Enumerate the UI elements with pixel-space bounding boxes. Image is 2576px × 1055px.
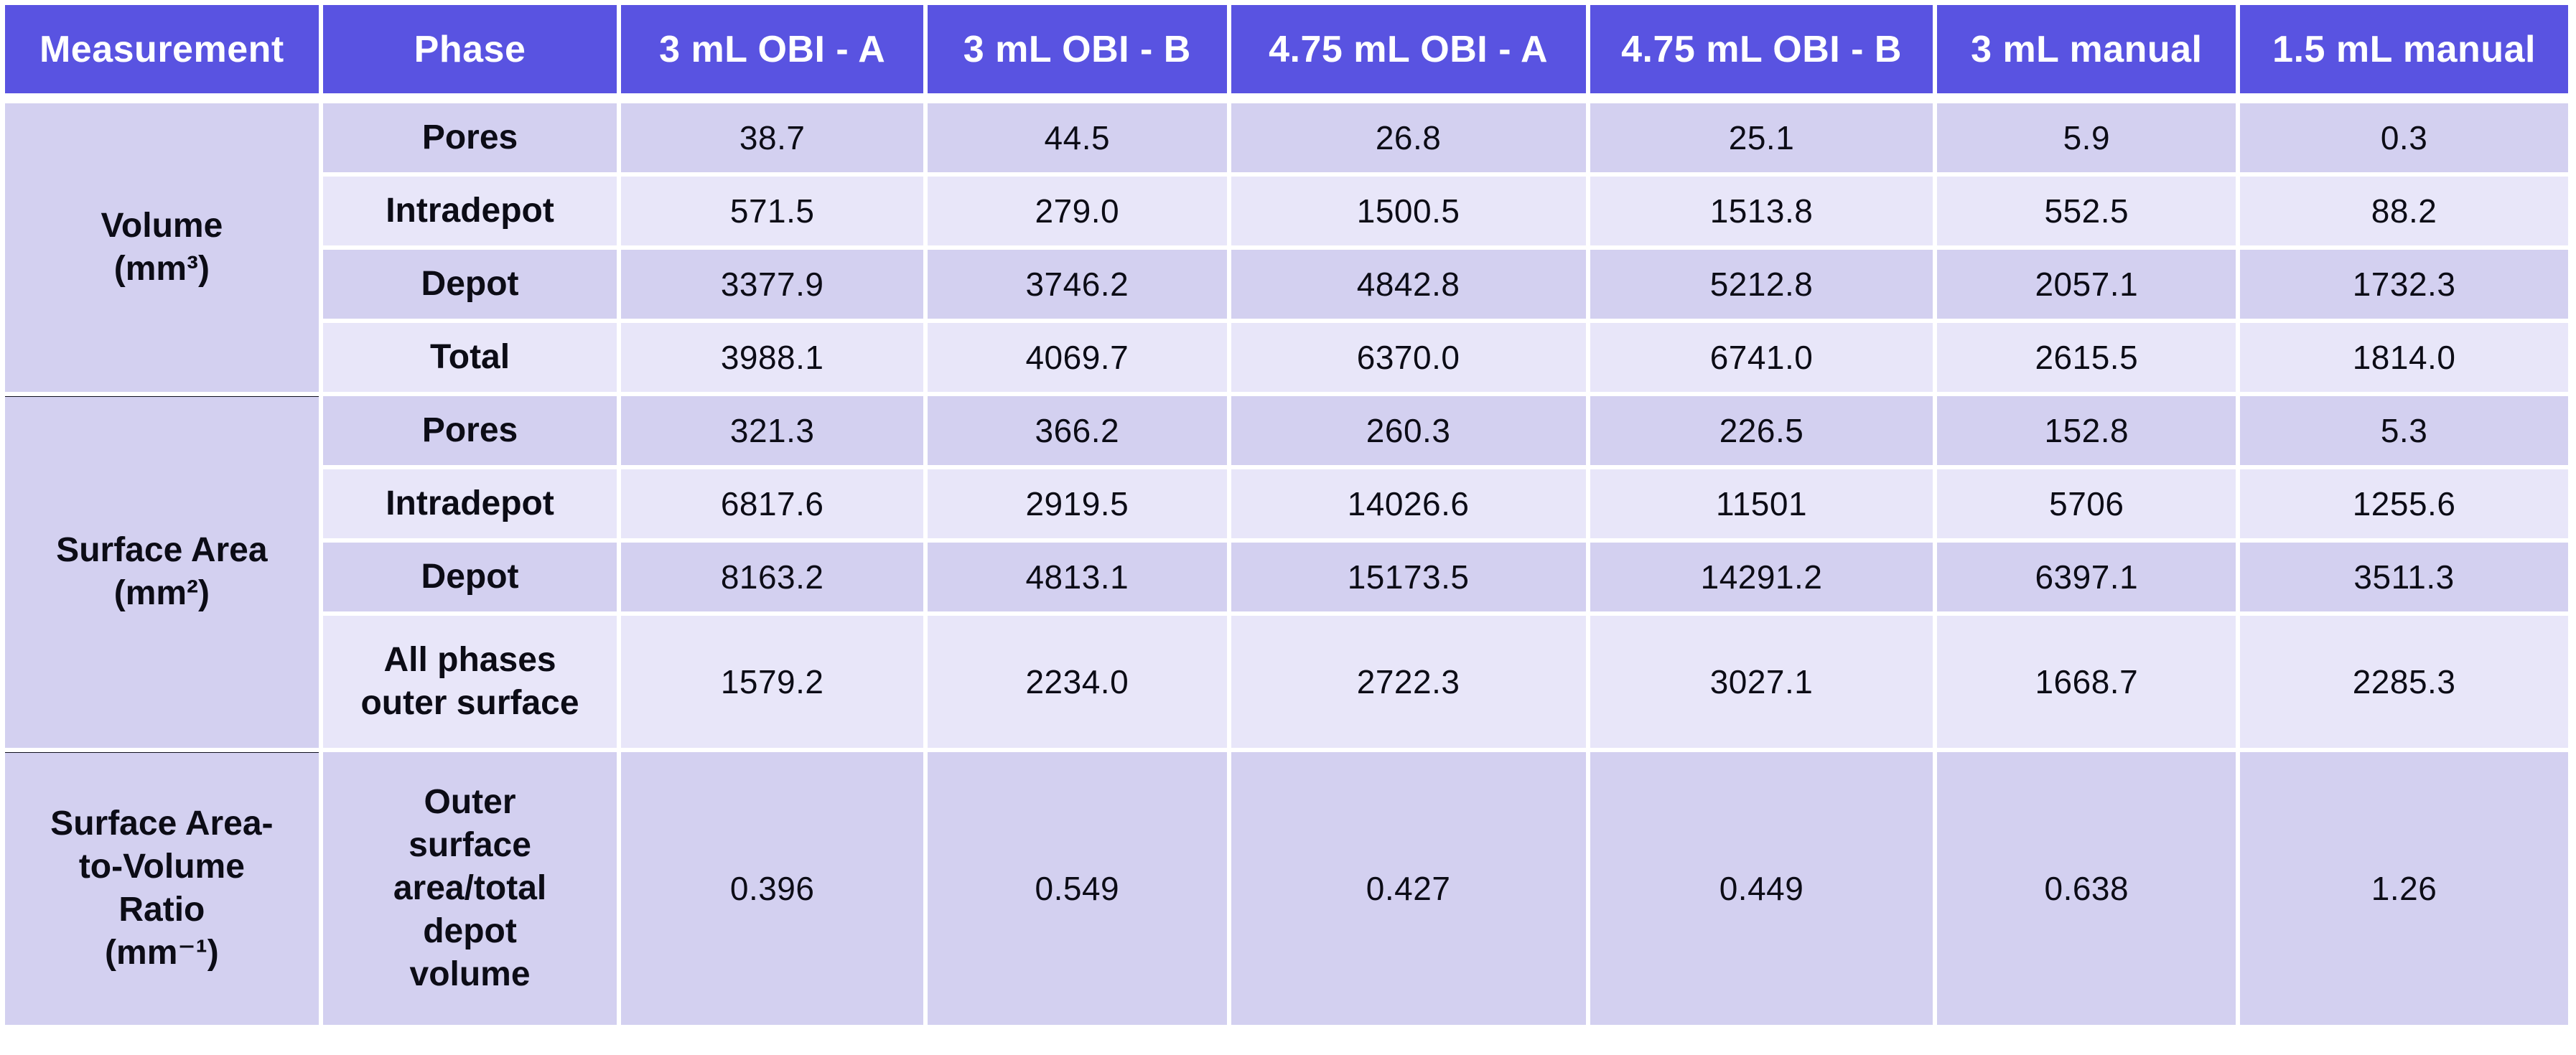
value-cell: 2919.5 [928, 469, 1227, 538]
value-cell: 2057.1 [1937, 250, 2236, 319]
value-cell: 6397.1 [1937, 543, 2236, 611]
phase-label-depot: Depot [322, 250, 617, 319]
value-cell: 25.1 [1590, 103, 1933, 172]
value-cell: 1668.7 [1937, 616, 2236, 748]
group-label-surface-area: Surface Area (mm²) [5, 396, 319, 748]
value-cell: 279.0 [928, 177, 1227, 245]
col-header-3ml-obi-a: 3 mL OBI - A [621, 5, 923, 99]
table-row: Intradepot 6817.6 2919.5 14026.6 11501 5… [5, 469, 2568, 538]
table-row: Volume (mm³) Pores 38.7 44.5 26.8 25.1 5… [5, 103, 2568, 392]
value-cell: 38.7 [621, 103, 923, 172]
value-cell: 2234.0 [928, 616, 1227, 748]
value-cell: 5.3 [2240, 396, 2568, 465]
value-cell: 1579.2 [621, 616, 923, 748]
value-cell: 0.3 [2240, 103, 2568, 172]
value-cell: 1255.6 [2240, 469, 2568, 538]
col-header-15ml-manual: 1.5 mL manual [2240, 5, 2568, 99]
value-cell: 6370.0 [1231, 323, 1586, 392]
value-cell: 321.3 [621, 396, 923, 465]
col-header-475ml-obi-a: 4.75 mL OBI - A [1231, 5, 1586, 99]
col-header-phase: Phase [322, 5, 617, 99]
value-cell: 4813.1 [928, 543, 1227, 611]
group-label-sa-to-volume-ratio: Surface Area- to-Volume Ratio (mm⁻¹) [5, 752, 319, 1025]
phase-label-intradepot: Intradepot [322, 469, 617, 538]
phase-label-intradepot: Intradepot [322, 177, 617, 245]
value-cell: 1.26 [2240, 752, 2568, 1025]
value-cell: 3988.1 [621, 323, 923, 392]
value-cell: 0.449 [1590, 752, 1933, 1025]
value-cell: 14291.2 [1590, 543, 1933, 611]
value-cell: 15173.5 [1231, 543, 1586, 611]
col-header-3ml-obi-b: 3 mL OBI - B [928, 5, 1227, 99]
value-cell: 0.396 [621, 752, 923, 1025]
value-cell: 0.427 [1231, 752, 1586, 1025]
table-row: Depot 3377.9 3746.2 4842.8 5212.8 2057.1… [5, 250, 2568, 319]
value-cell: 3027.1 [1590, 616, 1933, 748]
value-cell: 44.5 [928, 103, 1227, 172]
value-cell: 8163.2 [621, 543, 923, 611]
value-cell: 3746.2 [928, 250, 1227, 319]
value-cell: 4842.8 [1231, 250, 1586, 319]
value-cell: 571.5 [621, 177, 923, 245]
table-row: Surface Area (mm²) Pores 321.3 366.2 260… [5, 396, 2568, 748]
phase-label-total: Total [322, 323, 617, 392]
value-cell: 152.8 [1937, 396, 2236, 465]
value-cell: 552.5 [1937, 177, 2236, 245]
value-cell: 226.5 [1590, 396, 1933, 465]
value-cell: 0.549 [928, 752, 1227, 1025]
table-row: Surface Area- to-Volume Ratio (mm⁻¹) Out… [5, 752, 2568, 1025]
value-cell: 1814.0 [2240, 323, 2568, 392]
group-label-volume: Volume (mm³) [5, 103, 319, 392]
table-row: Total 3988.1 4069.7 6370.0 6741.0 2615.5… [5, 323, 2568, 392]
value-cell: 4069.7 [928, 323, 1227, 392]
value-cell: 1732.3 [2240, 250, 2568, 319]
col-header-3ml-manual: 3 mL manual [1937, 5, 2236, 99]
value-cell: 88.2 [2240, 177, 2568, 245]
value-cell: 26.8 [1231, 103, 1586, 172]
value-cell: 1500.5 [1231, 177, 1586, 245]
phase-label-pores: Pores [322, 103, 617, 172]
table-row: Depot 8163.2 4813.1 15173.5 14291.2 6397… [5, 543, 2568, 611]
table-row: All phases outer surface 1579.2 2234.0 2… [5, 616, 2568, 748]
phase-label-outer-surface-area-total-depot-volume: Outer surface area/total depot volume [322, 752, 617, 1025]
value-cell: 0.638 [1937, 752, 2236, 1025]
value-cell: 2285.3 [2240, 616, 2568, 748]
header-row: Measurement Phase 3 mL OBI - A 3 mL OBI … [5, 5, 2568, 99]
value-cell: 5706 [1937, 469, 2236, 538]
phase-label-depot: Depot [322, 543, 617, 611]
data-table: Measurement Phase 3 mL OBI - A 3 mL OBI … [1, 1, 2572, 1029]
value-cell: 5212.8 [1590, 250, 1933, 319]
phase-label-pores: Pores [322, 396, 617, 465]
col-header-475ml-obi-b: 4.75 mL OBI - B [1590, 5, 1933, 99]
value-cell: 6741.0 [1590, 323, 1933, 392]
value-cell: 14026.6 [1231, 469, 1586, 538]
table-row: Intradepot 571.5 279.0 1500.5 1513.8 552… [5, 177, 2568, 245]
value-cell: 11501 [1590, 469, 1933, 538]
value-cell: 2615.5 [1937, 323, 2236, 392]
value-cell: 1513.8 [1590, 177, 1933, 245]
value-cell: 6817.6 [621, 469, 923, 538]
phase-label-all-phases-outer-surface: All phases outer surface [322, 616, 617, 748]
value-cell: 5.9 [1937, 103, 2236, 172]
value-cell: 2722.3 [1231, 616, 1586, 748]
value-cell: 3511.3 [2240, 543, 2568, 611]
value-cell: 3377.9 [621, 250, 923, 319]
value-cell: 366.2 [928, 396, 1227, 465]
col-header-measurement: Measurement [5, 5, 319, 99]
value-cell: 260.3 [1231, 396, 1586, 465]
measurements-table: Measurement Phase 3 mL OBI - A 3 mL OBI … [1, 1, 2572, 1029]
